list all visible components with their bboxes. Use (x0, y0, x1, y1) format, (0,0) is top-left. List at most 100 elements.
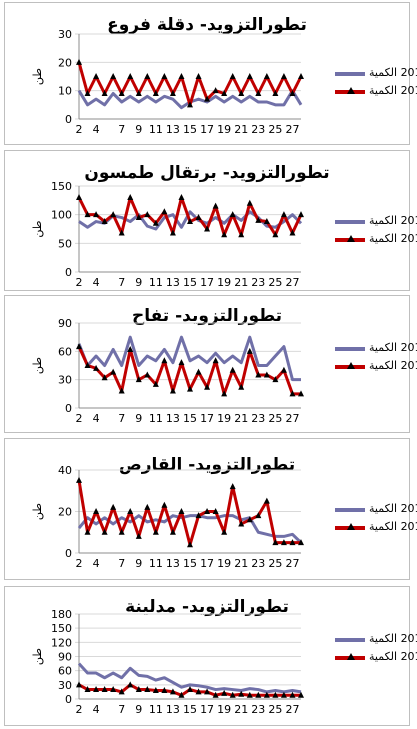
data-point-2016 (289, 691, 296, 698)
data-point-2016 (161, 501, 168, 508)
data-point-2016 (178, 193, 185, 200)
x-tick-label: 2 (76, 557, 83, 570)
data-point-2016 (127, 73, 134, 79)
data-point-2016 (135, 376, 142, 383)
y-tick-label: 100 (51, 209, 72, 222)
x-tick-label: 7 (118, 123, 125, 136)
x-tick-label: 13 (166, 123, 180, 136)
legend-label-2016: 2016 الكمية (369, 84, 417, 97)
series-line-2015 (77, 335, 301, 382)
x-tick-label: 15 (183, 557, 197, 570)
x-tick-label: 15 (183, 123, 197, 136)
data-point-2016 (238, 690, 245, 697)
legend-label-2016: 2016 الكمية (369, 359, 417, 372)
x-tick-label: 9 (135, 276, 142, 289)
data-point-2016 (221, 528, 228, 535)
y-tick-label: 30 (58, 374, 72, 387)
series-line-2015 (77, 662, 302, 694)
data-point-2016 (169, 528, 176, 535)
data-point-2016 (76, 193, 82, 200)
x-tick-label: 17 (200, 276, 214, 289)
data-point-2016 (127, 508, 134, 514)
legend-label-2016: 2016 الكمية (369, 520, 417, 533)
data-point-2016 (221, 390, 228, 397)
data-point-2016 (298, 390, 304, 397)
data-point-2016 (212, 202, 219, 209)
data-point-2016 (298, 539, 304, 546)
data-point-2016 (135, 214, 142, 221)
data-point-2016 (263, 691, 270, 698)
y-tick-label: 90 (58, 651, 72, 664)
triangle-marker-icon (347, 523, 355, 530)
data-point-2016 (255, 371, 262, 378)
data-point-2016 (221, 689, 228, 696)
data-point-2016 (238, 90, 245, 96)
chart-panel-madlina: تطورالتزويد- مدلينة 0 30 60 90 120 150 180 طن 2 4… (4, 586, 417, 726)
data-point-2016 (212, 691, 219, 698)
data-point-2016 (272, 376, 279, 383)
data-point-2016 (238, 383, 245, 390)
data-point-2016 (263, 371, 270, 378)
data-point-2016 (238, 231, 245, 238)
legend-swatch-2015 (335, 347, 365, 351)
x-tick-label: 19 (217, 412, 231, 425)
legend-swatch-2015 (335, 72, 365, 76)
data-point-2016 (93, 364, 100, 371)
data-point-2016 (110, 686, 117, 693)
x-tick-label: 27 (285, 557, 299, 570)
data-point-2016 (272, 231, 279, 238)
x-tick-label: 7 (118, 276, 125, 289)
chart-svg: 0 20 40 طن 2 4 7 9 11 13 15 17 19 21 23 25 27 (31, 464, 304, 570)
data-point-2016 (161, 208, 168, 215)
data-point-2016 (76, 58, 82, 65)
x-tick-label: 27 (285, 123, 299, 136)
x-tick-label: 11 (149, 412, 163, 425)
data-point-2016 (135, 532, 142, 539)
x-tick-label: 19 (217, 123, 231, 136)
y-tick-label: 40 (58, 464, 72, 477)
x-tick-label: 4 (93, 703, 100, 716)
data-point-2016 (187, 218, 193, 225)
data-point-2016 (178, 73, 185, 79)
legend-swatch-2015 (335, 508, 365, 512)
x-tick-label: 15 (183, 276, 197, 289)
data-point-2016 (101, 218, 108, 225)
y-tick-label: 120 (51, 636, 72, 649)
data-point-2016 (118, 229, 125, 236)
x-tick-label: 25 (268, 557, 282, 570)
y-tick-label: 20 (58, 56, 72, 69)
data-point-2016 (246, 347, 253, 354)
x-tick-label: 27 (285, 703, 299, 716)
y-tick-label: 0 (65, 547, 72, 560)
data-point-2016 (187, 385, 193, 392)
x-tick-label: 23 (251, 412, 265, 425)
data-point-2016 (289, 90, 296, 96)
data-point-2016 (127, 193, 134, 200)
chart-svg: 0 50 100 150 طن 2 4 7 9 11 13 15 17 19 21 23 25 27 (31, 180, 304, 289)
x-tick-label: 9 (135, 123, 142, 136)
x-tick-label: 2 (76, 703, 83, 716)
data-point-2016 (93, 73, 100, 79)
y-axis-label: طن (31, 503, 44, 520)
data-point-2016 (144, 211, 151, 218)
data-point-2016 (246, 73, 253, 79)
data-point-2016 (187, 101, 193, 108)
data-point-2016 (272, 90, 279, 96)
x-tick-label: 15 (183, 412, 197, 425)
data-point-2016 (178, 691, 185, 698)
x-tick-label: 7 (118, 412, 125, 425)
series-line-2016 (77, 61, 303, 107)
x-tick-label: 17 (200, 412, 214, 425)
data-point-2016 (76, 476, 82, 483)
data-point-2016 (110, 73, 117, 79)
data-point-2016 (272, 539, 279, 546)
data-point-2016 (93, 686, 100, 693)
data-point-2016 (127, 681, 134, 688)
data-point-2016 (212, 357, 219, 364)
data-point-2016 (101, 90, 108, 96)
legend-swatch-2015 (335, 638, 365, 642)
data-point-2016 (195, 214, 202, 221)
data-point-2016 (187, 686, 193, 693)
y-tick-label: 0 (65, 402, 72, 415)
